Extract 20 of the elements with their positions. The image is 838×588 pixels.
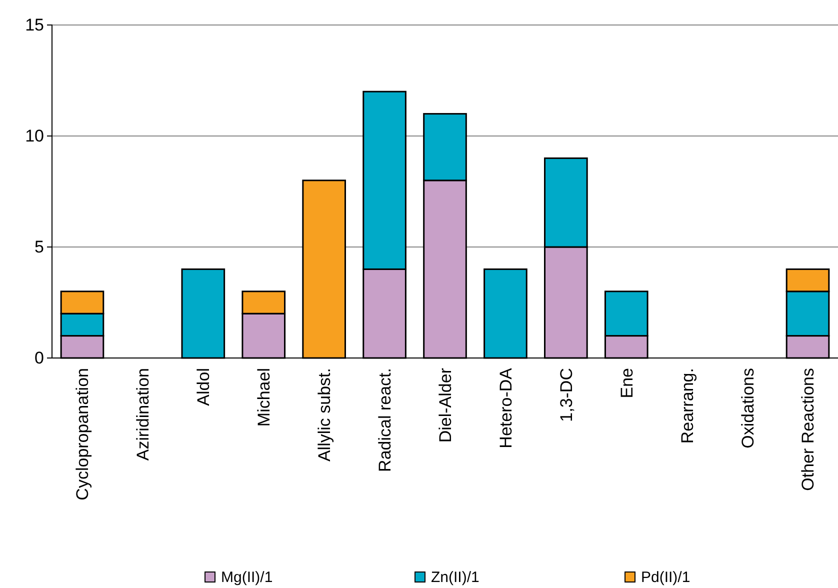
legend-label: Mg(II)/1 bbox=[221, 569, 273, 586]
x-tick-label: Michael bbox=[254, 368, 274, 427]
x-tick-label: Aldol bbox=[194, 368, 214, 406]
x-tick-label: Ene bbox=[617, 368, 636, 398]
x-tick-label: Allylic subst. bbox=[315, 368, 334, 462]
legend-label: Pd(II)/1 bbox=[641, 569, 690, 586]
x-tick-label: 1,3-DC bbox=[556, 368, 576, 422]
legend-label: Zn(II)/1 bbox=[431, 569, 480, 586]
y-tick-label: 0 bbox=[34, 348, 44, 368]
y-tick-label: 5 bbox=[34, 237, 44, 256]
x-tick-label: Cyclopropanation bbox=[73, 368, 92, 500]
x-tick-label: Oxidations bbox=[738, 368, 758, 448]
y-tick-label: 10 bbox=[25, 126, 44, 146]
x-tick-label: Rearrang. bbox=[678, 368, 697, 444]
x-tick-label: Aziridination bbox=[134, 368, 153, 461]
x-tick-label: Radical react. bbox=[375, 368, 394, 472]
x-tick-label: Hetero-DA bbox=[496, 367, 516, 448]
x-tick-label: Diel-Alder bbox=[436, 368, 455, 443]
x-tick-label: Other Reactions bbox=[798, 368, 818, 491]
y-tick-label: 15 bbox=[25, 15, 44, 34]
